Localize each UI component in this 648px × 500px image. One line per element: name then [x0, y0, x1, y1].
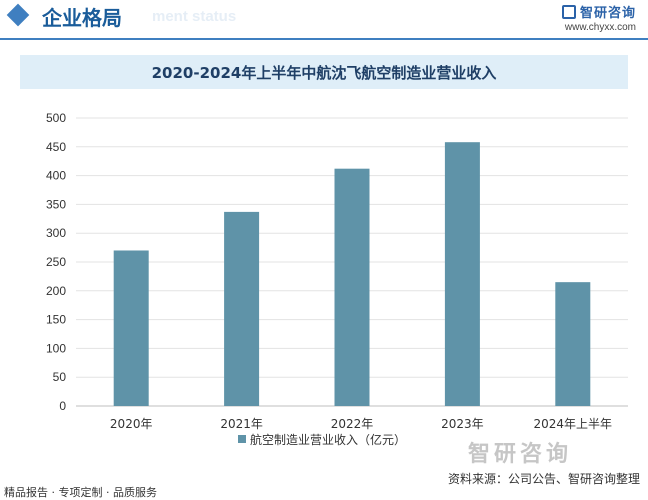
header: 企业格局 ment status 智研咨询 www.chyxx.com: [0, 0, 648, 40]
brand-name: 智研咨询: [561, 2, 636, 21]
x-tick-label: 2024年上半年: [534, 417, 613, 431]
y-tick-label: 500: [46, 111, 66, 125]
watermark-logo: 智研咨询: [468, 442, 573, 467]
y-tick-label: 100: [46, 341, 66, 355]
y-tick-label: 50: [53, 370, 67, 384]
brand-name-text: 智研咨询: [579, 6, 636, 21]
x-tick-label: 2022年: [331, 417, 374, 431]
brand-url: www.chyxx.com: [564, 22, 636, 33]
y-tick-label: 450: [46, 140, 66, 154]
bar: [113, 250, 149, 406]
brand-logo-icon: [561, 5, 576, 19]
bar: [444, 142, 480, 406]
legend-swatch: [238, 435, 246, 443]
y-tick-label: 250: [46, 255, 66, 269]
y-tick-label: 400: [46, 169, 66, 183]
y-tick-label: 350: [46, 197, 66, 211]
y-tick-label: 300: [46, 226, 66, 240]
footer-source: 资料来源：公司公告、智研咨询整理: [447, 472, 640, 486]
bar: [224, 211, 260, 406]
y-tick-label: 200: [46, 284, 66, 298]
legend-label: 航空制造业营业收入（亿元）: [250, 432, 406, 447]
bar: [555, 282, 591, 406]
y-tick-label: 0: [59, 399, 66, 413]
header-ghost-text: ment status: [152, 8, 237, 25]
x-tick-label: 2020年: [110, 417, 153, 431]
header-divider: [0, 38, 648, 40]
page-title: 企业格局: [42, 6, 122, 30]
bar: [334, 168, 370, 406]
footer-tagline: 精品报告 · 专项定制 · 品质服务: [4, 486, 157, 499]
x-tick-label: 2023年: [441, 417, 484, 431]
chart-title-box: 2020-2024年上半年中航沈飞航空制造业营业收入: [20, 55, 628, 89]
y-tick-label: 150: [46, 313, 66, 327]
x-tick-label: 2021年: [220, 417, 263, 431]
brand: 智研咨询 www.chyxx.com: [561, 2, 636, 33]
chart-title: 2020-2024年上半年中航沈飞航空制造业营业收入: [151, 64, 497, 82]
